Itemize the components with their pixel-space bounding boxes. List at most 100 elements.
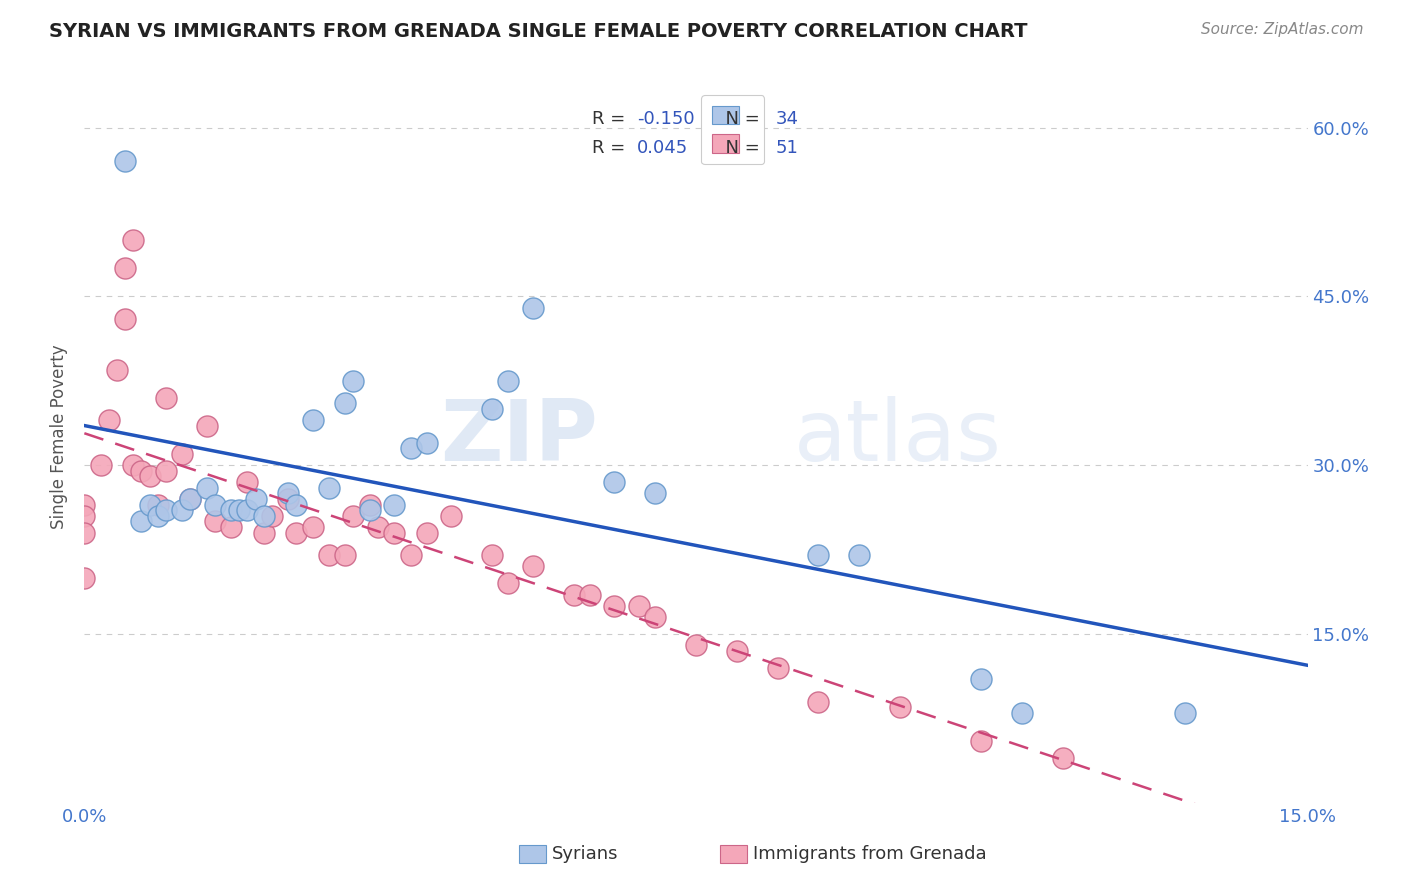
Text: ZIP: ZIP — [440, 395, 598, 479]
Point — [138, 498, 160, 512]
Point — [73, 498, 96, 512]
Point — [245, 491, 267, 506]
Point — [970, 734, 993, 748]
Point — [382, 498, 405, 512]
Point — [766, 661, 789, 675]
Point — [335, 548, 357, 562]
Point — [179, 491, 201, 506]
Point — [481, 401, 503, 416]
Point — [725, 644, 748, 658]
Point — [644, 486, 666, 500]
Point — [301, 520, 323, 534]
Point — [807, 548, 830, 562]
Point — [228, 503, 250, 517]
Legend: , : , — [702, 95, 765, 164]
Point — [131, 515, 153, 529]
Point — [260, 508, 283, 523]
Point — [848, 548, 870, 562]
Point — [807, 694, 830, 708]
Point — [73, 508, 96, 523]
Point — [416, 525, 439, 540]
Point — [342, 508, 364, 523]
Text: Source: ZipAtlas.com: Source: ZipAtlas.com — [1201, 22, 1364, 37]
Point — [122, 458, 145, 473]
Point — [498, 374, 520, 388]
Point — [105, 362, 128, 376]
Point — [73, 571, 96, 585]
Point — [359, 503, 381, 517]
Point — [627, 599, 650, 613]
Point — [114, 261, 136, 276]
Point — [382, 525, 405, 540]
Point — [97, 413, 120, 427]
Point — [399, 442, 422, 456]
Point — [367, 520, 389, 534]
Point — [318, 548, 340, 562]
Text: R =: R = — [592, 110, 631, 128]
Point — [146, 498, 169, 512]
Point — [155, 503, 177, 517]
Text: atlas: atlas — [794, 395, 1002, 479]
Point — [122, 233, 145, 247]
FancyBboxPatch shape — [720, 846, 748, 863]
Text: N =: N = — [714, 139, 766, 157]
Y-axis label: Single Female Poverty: Single Female Poverty — [51, 345, 69, 529]
Point — [90, 458, 112, 473]
Point — [481, 548, 503, 562]
Point — [204, 515, 226, 529]
Point — [131, 464, 153, 478]
Point — [253, 508, 276, 523]
Text: N =: N = — [714, 110, 766, 128]
Point — [195, 481, 218, 495]
FancyBboxPatch shape — [519, 846, 546, 863]
Point — [603, 475, 626, 489]
Text: Syrians: Syrians — [551, 845, 619, 863]
Point — [195, 418, 218, 433]
Point — [204, 498, 226, 512]
Point — [440, 508, 463, 523]
Point — [522, 559, 544, 574]
Point — [318, 481, 340, 495]
Text: 0.045: 0.045 — [637, 139, 689, 157]
Point — [155, 391, 177, 405]
Point — [522, 301, 544, 315]
Point — [562, 588, 585, 602]
Point — [114, 312, 136, 326]
Point — [335, 396, 357, 410]
Point — [359, 498, 381, 512]
Point — [146, 508, 169, 523]
Point — [277, 491, 299, 506]
Point — [342, 374, 364, 388]
Point — [285, 498, 308, 512]
Text: SYRIAN VS IMMIGRANTS FROM GRENADA SINGLE FEMALE POVERTY CORRELATION CHART: SYRIAN VS IMMIGRANTS FROM GRENADA SINGLE… — [49, 22, 1028, 41]
Point — [138, 469, 160, 483]
Point — [498, 576, 520, 591]
Text: R =: R = — [592, 139, 631, 157]
Text: 51: 51 — [776, 139, 799, 157]
Point — [285, 525, 308, 540]
Point — [114, 154, 136, 169]
Point — [416, 435, 439, 450]
Point — [219, 520, 242, 534]
Text: Immigrants from Grenada: Immigrants from Grenada — [754, 845, 987, 863]
Point — [644, 610, 666, 624]
Point — [172, 447, 194, 461]
Point — [1174, 706, 1197, 720]
Point — [172, 503, 194, 517]
Point — [253, 525, 276, 540]
Point — [685, 638, 707, 652]
Point — [277, 486, 299, 500]
Point — [179, 491, 201, 506]
Point — [603, 599, 626, 613]
Point — [236, 503, 259, 517]
Text: 34: 34 — [776, 110, 799, 128]
Point — [236, 475, 259, 489]
Point — [1011, 706, 1033, 720]
Point — [73, 525, 96, 540]
Point — [970, 672, 993, 686]
Point — [301, 413, 323, 427]
Point — [579, 588, 602, 602]
Point — [399, 548, 422, 562]
Point — [889, 700, 911, 714]
Point — [1052, 751, 1074, 765]
